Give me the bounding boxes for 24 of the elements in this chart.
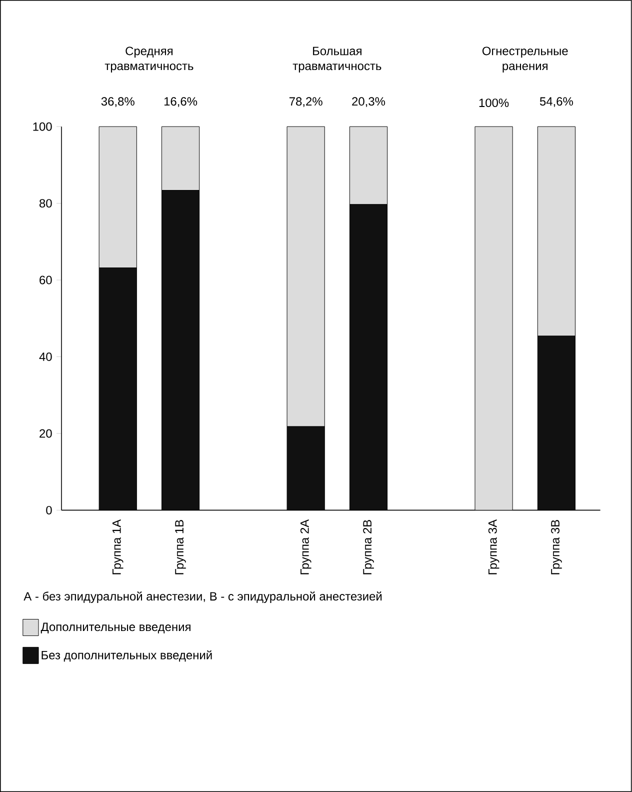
- data-label: 36,8%: [101, 97, 135, 108]
- y-tick-label: 40: [39, 352, 52, 361]
- data-label: 54,6%: [540, 97, 574, 108]
- data-label: 20,3%: [352, 97, 386, 108]
- text: Большая травматичность: [292, 46, 382, 73]
- legend-label: Без дополнительных введений: [42, 650, 212, 662]
- legend-label: Дополнительные введения: [40, 622, 191, 634]
- y-tick-label: 100: [33, 122, 52, 131]
- data-label: 78,2%: [290, 97, 322, 108]
- text: Огнестрельные ранения: [482, 46, 568, 73]
- x-tick-label: Группа 2А: [300, 519, 312, 574]
- y-tick-label: 20: [40, 429, 52, 438]
- x-tick-label: Группа 3В: [551, 520, 562, 574]
- x-tick-label: Группа 1В: [175, 520, 186, 574]
- x-tick-label: Группа 1А: [112, 519, 124, 574]
- text: A - без эпидуральной анестезии, B - с эпидуральной анестезией: [24, 592, 382, 603]
- x-tick-label: Группа 3А: [488, 519, 500, 574]
- y-tick-label: 80: [40, 199, 52, 208]
- y-tick-label: 60: [40, 276, 52, 284]
- data-label: 100%: [480, 98, 509, 108]
- y-tick-label: 0: [46, 506, 52, 514]
- x-tick-label: Группа 2В: [363, 520, 374, 574]
- data-label: 16,6%: [164, 97, 198, 108]
- text: Средняя травматичность: [105, 46, 194, 73]
